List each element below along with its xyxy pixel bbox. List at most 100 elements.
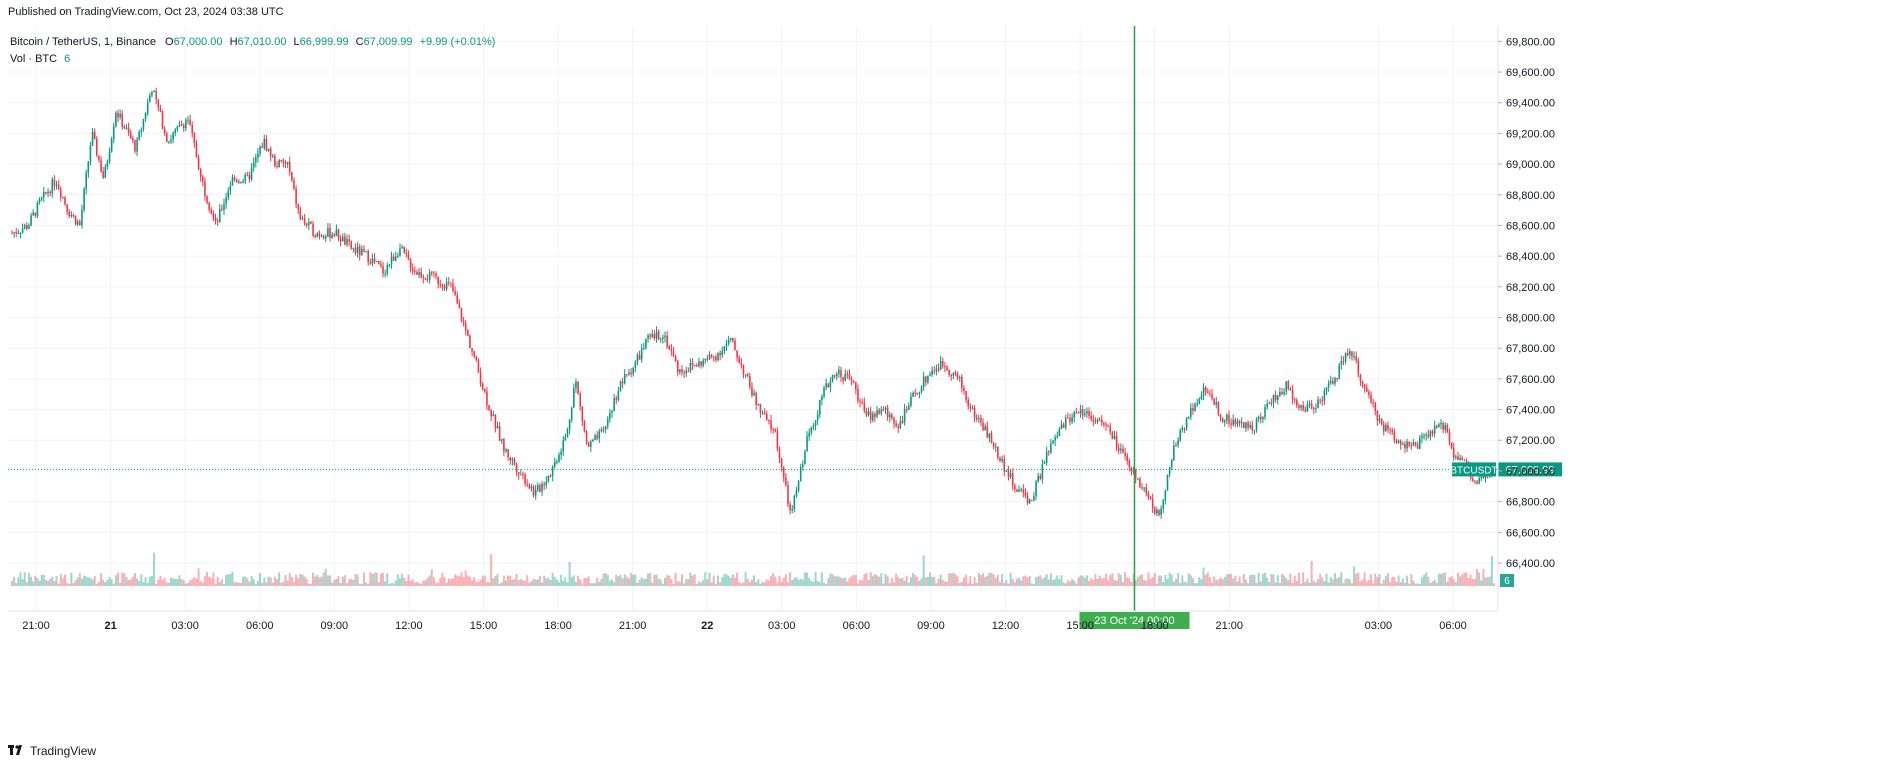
volume-bar [76, 577, 79, 586]
candle-body [441, 284, 444, 287]
volume-bar [460, 572, 463, 586]
candle-body [1107, 425, 1109, 427]
candle-body [986, 426, 989, 438]
candle-body [905, 409, 908, 411]
volume-bar [1355, 573, 1358, 586]
candle-body [958, 377, 961, 379]
volume-bar [1090, 578, 1093, 586]
candle-body [528, 484, 531, 489]
volume-bar [568, 561, 571, 586]
candle-body [908, 405, 910, 411]
volume-bar [1189, 575, 1192, 586]
time-tick-label: 21:00 [1215, 620, 1243, 632]
volume-bar [93, 575, 96, 586]
volume-bar [1077, 577, 1080, 586]
candle-body [1151, 498, 1154, 509]
candle-body [670, 349, 673, 352]
volume-bar [763, 582, 766, 586]
candle-body [274, 155, 276, 167]
candle-body [568, 419, 571, 430]
volume-bar [1172, 581, 1175, 586]
volume-bar [375, 572, 378, 586]
candle-body [674, 356, 677, 361]
chart-area[interactable]: BTCUSDT 67,009.99 6 23 Oct '24 00:00 66,400… [8, 26, 1874, 726]
candle-body [1096, 419, 1099, 422]
candle-body [1418, 437, 1421, 449]
volume-bar [345, 583, 348, 586]
time-tick-label: 03:00 [1365, 620, 1393, 632]
candle-body [191, 124, 194, 133]
volume-bar [971, 583, 974, 586]
volume-bar [409, 580, 412, 586]
candle-body [1465, 460, 1468, 462]
candle-body [768, 419, 770, 421]
volume-bar [1274, 582, 1277, 586]
volume-bar [191, 579, 194, 586]
volume-bar [750, 579, 753, 586]
volume-bar [649, 572, 652, 586]
volume-bar [1121, 582, 1124, 586]
volume-bar [950, 573, 953, 586]
volume-bar [924, 577, 927, 586]
candle-body [11, 233, 13, 235]
candle-body [267, 148, 270, 151]
volume-bar [437, 582, 440, 586]
candle-body [284, 162, 287, 164]
close-value: 67,009.99 [363, 36, 413, 48]
volume-bar [1211, 582, 1214, 586]
price-chart[interactable]: BTCUSDT 67,009.99 6 23 Oct '24 00:00 66,400… [8, 26, 1874, 726]
candle-body [738, 357, 741, 363]
volume-bar [231, 571, 234, 586]
volume-bar [282, 581, 285, 586]
candle-body [770, 420, 772, 430]
candle-body [757, 404, 760, 406]
candle-body [532, 486, 535, 496]
candle-body [238, 181, 240, 183]
volume-bar [388, 583, 391, 586]
price-tick-label: 69,400.00 [1506, 98, 1555, 110]
volume-bar [267, 576, 270, 586]
candle-body [888, 414, 891, 418]
volume-bar [49, 578, 52, 586]
candle-body [1427, 434, 1430, 437]
candle-body [553, 461, 556, 467]
candle-body [1238, 421, 1241, 424]
time-tick-label: 06:00 [843, 620, 871, 632]
candle-body [821, 396, 823, 400]
volume-bar [1372, 583, 1375, 586]
volume-bar [651, 582, 654, 586]
volume-bar [818, 582, 821, 586]
candle-body [475, 356, 478, 361]
candle-body [1374, 402, 1377, 411]
candle-body [903, 409, 906, 423]
volume-bar [1446, 582, 1449, 586]
volume-bar [623, 574, 626, 586]
price-candles [11, 87, 1495, 519]
volume-bar [941, 579, 944, 586]
candle-body [1073, 412, 1076, 418]
volume-bar [195, 578, 198, 586]
volume-bar [405, 581, 408, 586]
volume-bar [1155, 583, 1158, 586]
candle-body [922, 376, 925, 387]
time-tick-label: 12:00 [395, 620, 423, 632]
volume-bar [1035, 577, 1038, 586]
volume-bar [706, 579, 709, 586]
volume-bar [661, 583, 664, 586]
volume-bar [1119, 575, 1122, 586]
volume-bar [814, 572, 817, 586]
volume-bar [21, 578, 24, 586]
candle-body [655, 331, 658, 339]
candle-body [331, 234, 333, 238]
candle-body [1323, 390, 1326, 401]
volume-bar [246, 578, 249, 586]
candle-body [121, 113, 124, 127]
candle-body [339, 238, 342, 242]
candle-body [373, 258, 376, 262]
candle-body [785, 477, 787, 485]
volume-bar [27, 572, 30, 586]
volume-bar [1056, 575, 1059, 586]
volume-bar [1230, 574, 1233, 586]
price-tick-label: 66,600.00 [1506, 527, 1555, 539]
volume-bar [1191, 578, 1194, 586]
